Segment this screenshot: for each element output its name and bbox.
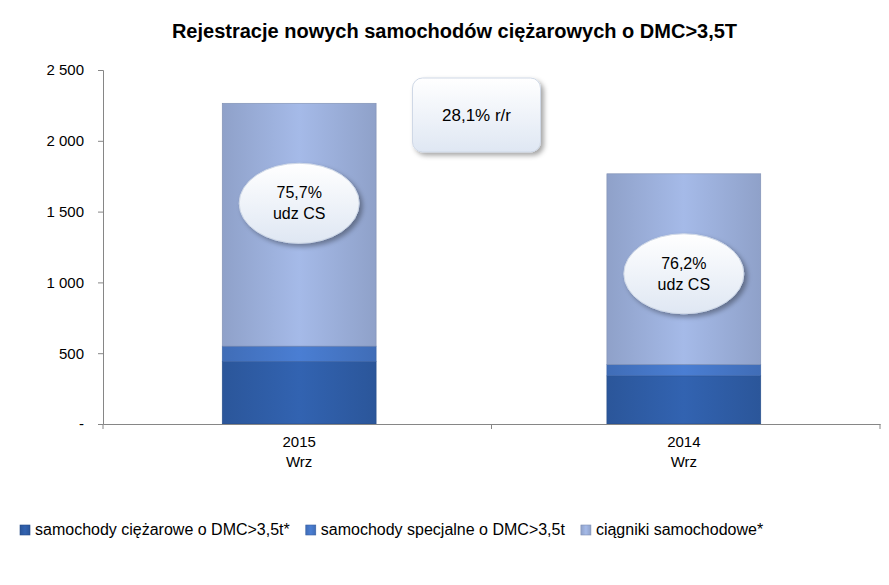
legend-swatch: [20, 525, 30, 535]
tick: 2 000: [46, 132, 103, 149]
title: Rejestracje nowych samochodów ciężarowyc…: [172, 20, 737, 42]
annotation-text: 28,1% r/r: [442, 106, 511, 125]
plot: - 500 1 000 1 500 2 000 2 500 2015Wrz 2014Wrz 75…: [46, 61, 880, 470]
annotation-bubble: [239, 163, 359, 243]
tick: 500: [59, 345, 103, 362]
annotation-box: [413, 78, 541, 152]
legend-item: samochody ciężarowe o DMC>3,5t*: [20, 521, 290, 538]
tick-label: 500: [59, 345, 84, 362]
tick-mark: [98, 282, 103, 283]
tick-mark: [98, 141, 103, 142]
annotation-text: 76,2%udz CS: [658, 255, 710, 293]
bar: [607, 174, 761, 365]
legend: samochody ciężarowe o DMC>3,5t* samochody…: [20, 521, 763, 538]
legend-swatch: [306, 525, 316, 535]
annotation: 76,2%udz CS: [624, 234, 744, 314]
tick-label: 1 500: [46, 203, 84, 220]
legend-label: samochody specjalne o DMC>3,5t: [321, 521, 566, 538]
legend-item: samochody specjalne o DMC>3,5t: [306, 521, 566, 538]
tick-mark: [98, 424, 103, 425]
bar: [607, 376, 761, 424]
tick: 2 500: [46, 61, 103, 78]
tick-label: 2 500: [46, 61, 84, 78]
annotation: 75,7%udz CS: [239, 163, 359, 243]
tick: 2015Wrz: [282, 424, 315, 470]
x-axis: 2015Wrz 2014Wrz: [103, 424, 881, 470]
legend-swatch: [581, 525, 591, 535]
bar: [607, 365, 761, 376]
legend-label: ciągniki samochodowe*: [596, 521, 763, 538]
bar: [222, 103, 376, 346]
separator: [880, 424, 881, 429]
bar: [222, 346, 376, 362]
annotation: 28,1% r/r: [413, 78, 541, 152]
tick-label: 2 000: [46, 132, 84, 149]
separator: [103, 424, 104, 429]
tick-mark: [98, 70, 103, 71]
tick: -: [79, 415, 103, 432]
legend-item: ciągniki samochodowe*: [581, 521, 763, 538]
bar: [222, 362, 376, 424]
legend-label: samochody ciężarowe o DMC>3,5t*: [35, 521, 290, 538]
tick: 2014Wrz: [667, 424, 700, 470]
tick-mark: [98, 353, 103, 354]
chart: Rejestracje nowych samochodów ciężarowyc…: [0, 0, 889, 585]
tick-label: 1 000: [46, 274, 84, 291]
separator: [491, 424, 492, 429]
axis-line: [98, 71, 104, 425]
annotation-bubble: [624, 234, 744, 314]
tick-label: -: [79, 415, 84, 432]
tick: 1 000: [46, 274, 103, 291]
annotation-text: 75,7%udz CS: [273, 184, 325, 222]
tick-mark: [98, 212, 103, 213]
y-axis: - 500 1 000 1 500 2 000 2 500: [46, 61, 103, 432]
tick-label: 2015Wrz: [282, 433, 315, 470]
tick: 1 500: [46, 203, 103, 220]
tick-label: 2014Wrz: [667, 433, 700, 470]
series: [222, 362, 761, 424]
